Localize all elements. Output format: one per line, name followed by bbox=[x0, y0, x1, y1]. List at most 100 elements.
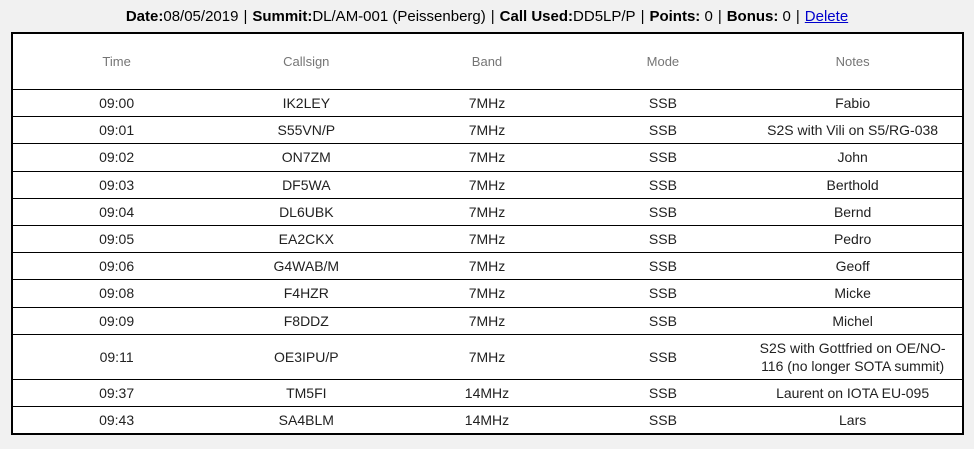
cell-band: 14MHz bbox=[464, 412, 510, 429]
cell-callsign: DF5WA bbox=[282, 176, 331, 193]
summary-field-bonus: Bonus: 0 bbox=[727, 8, 791, 25]
summary-field-summit: Summit:DL/AM-001 (Peissenberg) bbox=[252, 8, 485, 25]
bonus-value: 0 bbox=[782, 8, 791, 25]
cell-time: 09:04 bbox=[99, 203, 135, 220]
cell-time: 09:03 bbox=[99, 176, 135, 193]
table-row: 09:04 DL6UBK 7MHz SSB Bernd bbox=[11, 198, 963, 225]
cell-callsign: IK2LEY bbox=[282, 95, 331, 111]
cell-band: 7MHz bbox=[468, 230, 506, 247]
cell-callsign: F4HZR bbox=[283, 285, 329, 302]
cell-time: 09:00 bbox=[99, 95, 135, 111]
table-row: 09:43 SA4BLM 14MHz SSB Lars bbox=[11, 406, 963, 435]
separator: | bbox=[490, 8, 495, 25]
cell-time: 09:37 bbox=[99, 385, 135, 402]
cell-time: 09:08 bbox=[99, 285, 135, 302]
cell-callsign: SA4BLM bbox=[278, 412, 334, 429]
log-table-header: Time Callsign Band Mode Notes bbox=[12, 33, 963, 90]
cell-band: 7MHz bbox=[468, 176, 506, 193]
cell-mode: SSB bbox=[648, 258, 677, 275]
call-used-label: Call Used: bbox=[499, 8, 574, 25]
delete-link[interactable]: Delete bbox=[804, 8, 849, 25]
cell-callsign: ON7ZM bbox=[281, 149, 331, 166]
cell-time: 09:05 bbox=[99, 230, 135, 247]
cell-callsign: F8DDZ bbox=[283, 312, 329, 329]
cell-callsign: S55VN/P bbox=[277, 122, 336, 139]
cell-notes: Geoff bbox=[835, 258, 870, 275]
separator: | bbox=[243, 8, 248, 25]
column-header-mode: Mode bbox=[646, 54, 680, 69]
cell-time: 09:02 bbox=[99, 149, 135, 166]
cell-time: 09:43 bbox=[99, 412, 135, 429]
column-header-callsign: Callsign bbox=[283, 54, 330, 69]
cell-mode: SSB bbox=[648, 95, 677, 111]
table-row: 09:05 EA2CKX 7MHz SSB Pedro bbox=[11, 225, 963, 252]
cell-band: 7MHz bbox=[468, 122, 506, 139]
summary-field-date: Date:08/05/2019 bbox=[126, 8, 239, 25]
cell-callsign: TM5FI bbox=[286, 385, 327, 402]
header-row: Time Callsign Band Mode Notes bbox=[12, 33, 963, 90]
cell-notes: Pedro bbox=[833, 230, 872, 247]
column-header-time: Time bbox=[102, 54, 131, 69]
points-value: 0 bbox=[704, 8, 713, 25]
cell-time: 09:11 bbox=[99, 348, 134, 365]
cell-callsign: DL6UBK bbox=[279, 203, 334, 220]
cell-callsign: EA2CKX bbox=[278, 230, 334, 247]
table-row: 09:03 DF5WA 7MHz SSB Berthold bbox=[11, 171, 963, 198]
cell-mode: SSB bbox=[648, 348, 677, 365]
cell-notes: John bbox=[837, 149, 868, 166]
cell-mode: SSB bbox=[648, 176, 677, 193]
cell-notes: S2S with Gottfried on OE/NO-116 (no long… bbox=[759, 339, 946, 374]
cell-notes: Micke bbox=[834, 285, 871, 302]
cell-band: 7MHz bbox=[468, 285, 506, 302]
cell-mode: SSB bbox=[648, 412, 677, 429]
points-label: Points: bbox=[649, 8, 705, 25]
cell-mode: SSB bbox=[648, 122, 677, 139]
log-table: Time Callsign Band Mode Notes 09:00 IK2L… bbox=[10, 32, 964, 436]
summary-field-points: Points: 0 bbox=[649, 8, 712, 25]
table-row: 09:00 IK2LEY 7MHz SSB Fabio bbox=[11, 89, 963, 117]
cell-time: 09:09 bbox=[99, 312, 135, 329]
cell-mode: SSB bbox=[648, 149, 677, 166]
cell-band: 7MHz bbox=[468, 258, 506, 275]
cell-band: 7MHz bbox=[468, 203, 506, 220]
cell-band: 7MHz bbox=[468, 95, 506, 111]
cell-time: 09:01 bbox=[99, 122, 135, 139]
separator: | bbox=[640, 8, 645, 25]
cell-notes: S2S with Vili on S5/RG-038 bbox=[767, 122, 939, 139]
table-row: 09:06 G4WAB/M 7MHz SSB Geoff bbox=[11, 252, 963, 280]
table-row: 09:01 S55VN/P 7MHz SSB S2S with Vili on … bbox=[11, 116, 963, 144]
cell-time: 09:06 bbox=[99, 258, 135, 275]
cell-notes: Fabio bbox=[835, 95, 871, 111]
cell-band: 7MHz bbox=[468, 348, 506, 365]
table-row: 09:11 OE3IPU/P 7MHz SSB S2S with Gottfri… bbox=[11, 334, 963, 379]
summit-value: DL/AM-001 (Peissenberg) bbox=[312, 8, 486, 25]
call-used-value: DD5LP/P bbox=[573, 8, 636, 25]
cell-callsign: OE3IPU/P bbox=[274, 348, 339, 365]
column-header-notes: Notes bbox=[835, 54, 870, 69]
cell-band: 7MHz bbox=[468, 149, 506, 166]
table-row: 09:02 ON7ZM 7MHz SSB John bbox=[11, 143, 963, 171]
cell-mode: SSB bbox=[648, 285, 677, 302]
separator: | bbox=[795, 8, 800, 25]
cell-band: 14MHz bbox=[464, 385, 510, 402]
cell-notes: Lars bbox=[839, 412, 867, 429]
date-value: 08/05/2019 bbox=[163, 8, 239, 25]
cell-mode: SSB bbox=[648, 312, 677, 329]
table-row: 09:09 F8DDZ 7MHz SSB Michel bbox=[11, 307, 963, 334]
cell-mode: SSB bbox=[648, 385, 677, 402]
cell-notes: Berthold bbox=[826, 176, 879, 193]
log-summary-bar: Date:08/05/2019 | Summit:DL/AM-001 (Peisse… bbox=[0, 0, 974, 32]
table-row: 09:37 TM5FI 14MHz SSB Laurent on IOTA EU… bbox=[11, 379, 963, 407]
summary-field-call-used: Call Used:DD5LP/P bbox=[500, 8, 636, 25]
column-header-band: Band bbox=[471, 54, 503, 69]
bonus-label: Bonus: bbox=[726, 8, 783, 25]
date-label: Date: bbox=[125, 8, 164, 25]
log-table-body: 09:00 IK2LEY 7MHz SSB Fabio 09:01 S55VN/… bbox=[11, 89, 963, 435]
cell-callsign: G4WAB/M bbox=[273, 258, 340, 275]
cell-notes: Michel bbox=[832, 312, 873, 329]
cell-mode: SSB bbox=[648, 203, 677, 220]
cell-notes: Laurent on IOTA EU-095 bbox=[776, 385, 930, 402]
table-row: 09:08 F4HZR 7MHz SSB Micke bbox=[11, 279, 963, 307]
cell-mode: SSB bbox=[648, 230, 677, 247]
cell-band: 7MHz bbox=[468, 312, 506, 329]
